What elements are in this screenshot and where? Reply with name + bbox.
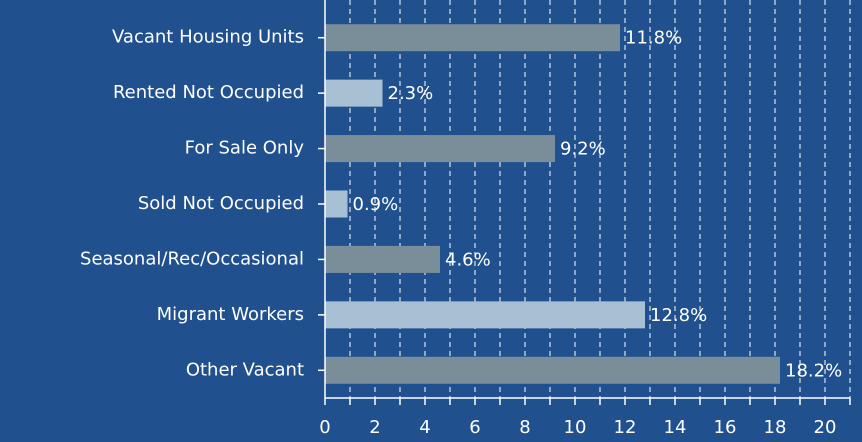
y-tick-label: Sold Not Occupied [138,193,304,214]
bar [325,356,780,384]
x-tick-label: 8 [519,417,530,438]
x-tick-label: 4 [419,417,430,438]
bar [325,24,620,52]
value-label: 0.9% [353,194,399,215]
y-tick-label: Rented Not Occupied [113,82,304,103]
x-tick-label: 0 [319,417,330,438]
bar [325,301,645,329]
x-tick-label: 12 [614,417,637,438]
x-tick-label: 6 [469,417,480,438]
value-label: 11.8% [625,28,682,49]
x-tick-label: 2 [369,417,380,438]
bar [325,245,440,273]
value-label: 4.6% [445,249,491,270]
x-tick-label: 16 [714,417,737,438]
y-tick-label: Vacant Housing Units [112,27,304,48]
bar [325,190,348,218]
value-label: 18.2% [785,360,842,381]
y-tick-label: Other Vacant [186,359,304,380]
x-tick-label: 20 [814,417,837,438]
x-tick-label: 10 [564,417,587,438]
x-tick-label: 14 [664,417,687,438]
y-tick-label: Migrant Workers [157,304,304,325]
y-tick-label: For Sale Only [185,138,305,159]
value-label: 2.3% [388,83,434,104]
x-tick-label: 18 [764,417,787,438]
y-tick-label: Seasonal/Rec/Occasional [80,248,304,269]
bar [325,135,555,163]
bar [325,79,383,107]
value-label: 9.2% [560,139,606,160]
value-label: 12.8% [650,305,707,326]
